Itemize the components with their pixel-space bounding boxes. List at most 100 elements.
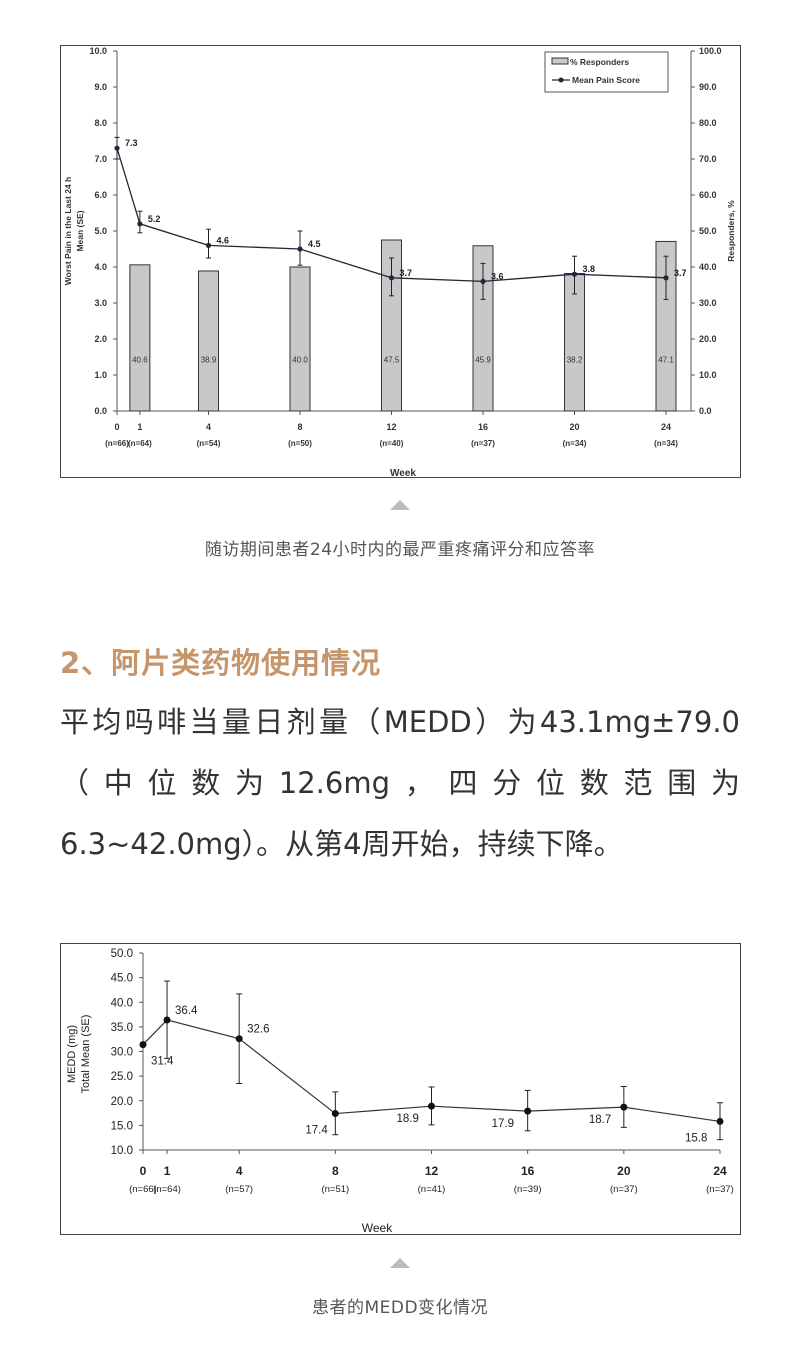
paragraph-line: 6.3~42.0mg）。从第4周开始，持续下降。 [60,827,623,861]
pain-score-chart: 0.0 1.0 2.0 3.0 4.0 5.0 6.0 7.0 8.0 9.0 10.0 0.0 10.… [60,45,741,478]
data-label: 5.2 [148,214,161,224]
y-tick-label: 15.0 [111,1120,133,1132]
data-point [139,1041,147,1049]
y-axis-title: Mean (SE) [75,210,85,251]
x-n-label: (n=40) [380,439,404,448]
caption-arrow-icon [390,500,410,510]
y-tick-label: 45.0 [111,973,133,985]
x-n-label: (n=34) [563,439,587,448]
y-right-tick-label: 20.0 [699,334,717,344]
x-n-label: (n=66) [105,439,129,448]
data-label: 36.4 [175,1005,198,1017]
section-heading: 2、阿片类药物使用情况 [60,646,382,680]
x-n-label: (n=37) [610,1184,638,1195]
x-tick-label: 1 [137,422,142,432]
x-tick-label: 8 [332,1164,339,1178]
data-point [114,145,120,151]
y-tick-label: 10.0 [89,46,107,56]
data-label: 17.9 [492,1118,514,1130]
y-tick-label: 4.0 [94,262,107,272]
bar [655,240,677,412]
y-axis-title: MEDD (mg) [66,1025,78,1083]
bar [198,270,219,412]
bar-label: 47.1 [658,355,674,364]
medd-chart: 10.0 15.0 20.0 25.0 30.0 35.0 40.0 45.0 50.0 0 (n=… [60,943,741,1235]
legend-label: % Responders [570,57,629,67]
y-right-tick-label: 90.0 [699,82,717,92]
y-tick-label: 7.0 [94,154,107,164]
y-right-tick-label: 60.0 [699,190,717,200]
x-n-label: (n=37) [706,1184,734,1195]
y-tick-label: 2.0 [94,334,107,344]
data-label: 17.4 [305,1125,328,1137]
figure2-caption: 患者的MEDD变化情况 [311,1298,489,1318]
y-right-tick-label: 100.0 [699,46,722,56]
legend-label: Mean Pain Score [572,75,640,85]
x-tick-label: 4 [206,422,211,432]
y-tick-label: 20.0 [111,1096,133,1108]
x-tick-label: 20 [569,422,579,432]
y-axis-title: Worst Pain in the Last 24 h [63,177,73,285]
y-right-tick-label: 80.0 [699,118,717,128]
data-point [235,1035,243,1043]
data-point [331,1110,339,1118]
y-tick-label: 10.0 [111,1145,133,1157]
y-right-tick-label: 30.0 [699,298,717,308]
y-tick-label: 6.0 [94,190,107,200]
pain-score-chart-svg: 0.0 1.0 2.0 3.0 4.0 5.0 6.0 7.0 8.0 9.0 10.0 0.0 10.… [63,46,736,477]
data-label: 4.5 [308,239,321,249]
medd-line [142,1019,721,1123]
y-axis-title: Total Mean (SE) [80,1015,92,1094]
data-label: 15.8 [685,1132,707,1144]
data-label: 7.3 [125,138,138,148]
y-right-tick-label: 40.0 [699,262,717,272]
data-label: 3.7 [674,268,687,278]
x-tick-label: 16 [478,422,488,432]
bar [289,266,311,412]
x-tick-label: 0 [114,422,119,432]
caption-arrow-icon [390,1258,410,1268]
y-tick-label: 50.0 [111,948,133,960]
x-n-label: (n=50) [288,439,312,448]
data-label: 18.9 [397,1113,419,1125]
bar [129,264,151,412]
data-label: 3.7 [400,268,413,278]
x-n-label: (n=54) [197,439,221,448]
y-tick-label: 30.0 [111,1047,133,1059]
data-point [163,1016,171,1024]
bar-label: 47.5 [384,355,400,364]
data-label: 3.6 [491,271,504,281]
data-point [205,242,212,248]
data-point [524,1107,532,1115]
data-label: 31.4 [151,1056,174,1068]
y-tick-label: 0.0 [94,406,107,416]
x-tick-label: 8 [297,422,302,432]
data-label: 3.8 [583,264,596,274]
bar-label: 38.2 [567,355,583,364]
bar-label: 38.9 [201,355,217,364]
y-tick-label: 3.0 [94,298,107,308]
x-tick-label: 24 [661,422,671,432]
paragraph-line: 平均吗啡当量日剂量（MEDD）为43.1mg±79.0 [60,705,740,739]
x-axis-title: Week [390,468,416,477]
x-n-label: (n=66) [129,1184,157,1195]
x-tick-label: 1 [164,1164,171,1178]
y-tick-label: 8.0 [94,118,107,128]
bar [381,239,402,412]
data-point [716,1117,724,1125]
y-tick-label: 25.0 [111,1071,133,1083]
bar-label: 45.9 [475,355,491,364]
section-paragraph: 平均吗啡当量日剂量（MEDD）为43.1mg±79.0 （中位数为12.6mg，… [60,692,740,875]
data-label: 4.6 [217,235,230,245]
x-n-label: (n=37) [471,439,495,448]
bar-label: 40.6 [132,355,148,364]
y-right-tick-label: 50.0 [699,226,717,236]
bar-label: 40.0 [292,355,308,364]
x-n-label: (n=39) [514,1184,542,1195]
y-tick-label: 5.0 [94,226,107,236]
figure1-caption: 随访期间患者24小时内的最严重疼痛评分和应答率 [204,540,596,560]
x-tick-label: 4 [236,1164,243,1178]
y-right-tick-label: 0.0 [699,406,712,416]
legend-marker [558,77,564,83]
data-point [663,275,669,281]
